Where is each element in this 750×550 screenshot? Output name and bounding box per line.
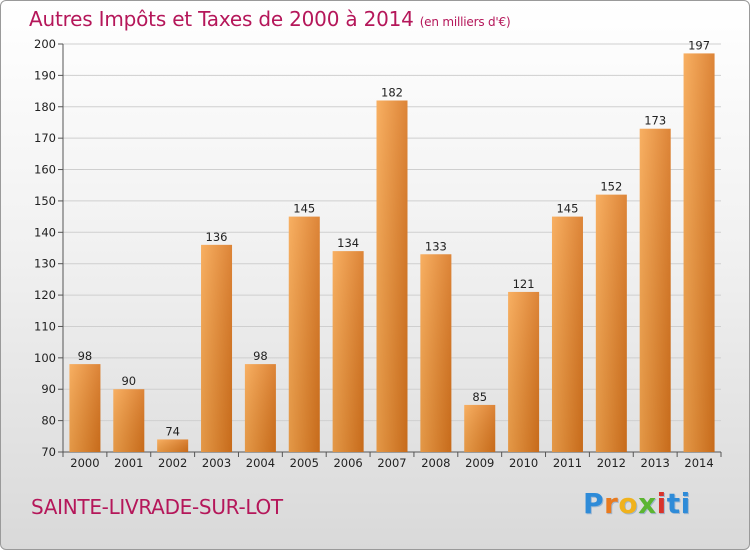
bar-shade-2005 — [288, 216, 320, 452]
bar-shade-2000 — [69, 364, 101, 452]
bar-shade-2004 — [244, 364, 276, 452]
x-tick-label: 2014 — [684, 456, 713, 470]
x-tick-label: 2011 — [553, 456, 582, 470]
logo-letter: i — [680, 487, 691, 520]
bar-shade-2011 — [551, 216, 583, 452]
bar-shade-2009 — [464, 404, 496, 452]
value-label-2013: 173 — [644, 114, 666, 128]
x-tick-label: 2012 — [597, 456, 626, 470]
chart-title-text: Autres Impôts et Taxes de 2000 à 2014 — [29, 7, 414, 31]
value-label-2006: 134 — [337, 236, 359, 250]
y-tick-label: 90 — [41, 382, 56, 396]
y-tick-label: 180 — [34, 100, 56, 114]
bar-shade-2002 — [157, 439, 189, 452]
y-tick-label: 70 — [41, 445, 56, 459]
x-tick-label: 2004 — [246, 456, 275, 470]
logo-letter: i — [656, 487, 667, 520]
value-label-2007: 182 — [381, 85, 403, 99]
x-tick-label: 2000 — [70, 456, 99, 470]
x-tick-label: 2008 — [421, 456, 450, 470]
value-label-2008: 133 — [425, 239, 447, 253]
x-tick-label: 2003 — [202, 456, 231, 470]
bar-shade-2008 — [420, 254, 452, 452]
bar-shade-2010 — [508, 291, 540, 452]
x-tick-label: 2007 — [377, 456, 406, 470]
y-tick-label: 190 — [34, 68, 56, 82]
value-label-2010: 121 — [513, 277, 535, 291]
bars — [69, 53, 715, 453]
bar-shade-2003 — [201, 244, 233, 452]
value-label-2014: 197 — [688, 38, 710, 52]
bar-shade-2013 — [639, 128, 671, 452]
y-tick-label: 80 — [41, 414, 56, 428]
y-tick-label: 150 — [34, 194, 56, 208]
value-label-2012: 152 — [600, 180, 622, 194]
data-labels: 98 90 74 136 98 145 134 182 133 85 121 145 152 173 197 — [78, 38, 710, 438]
y-tick-label: 110 — [34, 319, 56, 333]
x-tick-label: 2009 — [465, 456, 494, 470]
axes: 7080901001101201301401501601701801902002… — [34, 37, 722, 470]
y-tick-label: 100 — [34, 351, 56, 365]
logo-letter: o — [618, 487, 639, 520]
logo-letter: P — [583, 487, 605, 520]
y-tick-label: 120 — [34, 288, 56, 302]
value-label-2003: 136 — [206, 230, 228, 244]
logo-letter: x — [638, 487, 657, 520]
x-tick-label: 2013 — [641, 456, 670, 470]
value-label-2009: 85 — [472, 390, 487, 404]
x-tick-label: 2001 — [114, 456, 143, 470]
value-label-2011: 145 — [556, 202, 578, 216]
y-tick-label: 140 — [34, 225, 56, 239]
commune-name: SAINTE-LIVRADE-SUR-LOT — [31, 495, 283, 519]
value-label-2004: 98 — [253, 349, 268, 363]
proxiti-logo: Proxiti — [583, 487, 691, 520]
bar-shade-2001 — [113, 389, 145, 452]
value-label-2001: 90 — [121, 374, 136, 388]
x-tick-label: 2005 — [290, 456, 319, 470]
value-label-2005: 145 — [293, 202, 315, 216]
bar-shade-2014 — [683, 53, 715, 453]
value-label-2000: 98 — [78, 349, 93, 363]
bar-shade-2006 — [332, 251, 364, 452]
logo-letter: r — [604, 487, 619, 520]
bar-shade-2012 — [595, 194, 627, 452]
value-label-2002: 74 — [165, 424, 180, 438]
y-tick-label: 170 — [34, 131, 56, 145]
x-tick-label: 2002 — [158, 456, 187, 470]
y-tick-label: 160 — [34, 163, 56, 177]
x-tick-label: 2006 — [333, 456, 362, 470]
chart-unit: (en milliers d'€) — [419, 15, 511, 29]
chart-title: Autres Impôts et Taxes de 2000 à 2014 (en… — [29, 7, 511, 31]
bar-shade-2007 — [376, 100, 408, 452]
y-tick-label: 130 — [34, 257, 56, 271]
x-tick-label: 2010 — [509, 456, 538, 470]
y-tick-label: 200 — [34, 37, 56, 51]
logo-letter: t — [666, 487, 681, 520]
